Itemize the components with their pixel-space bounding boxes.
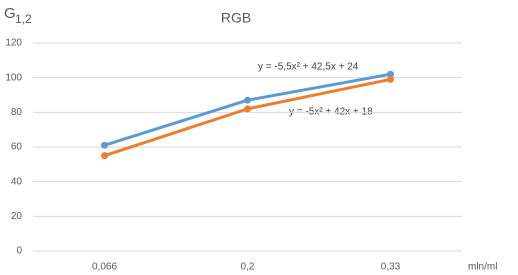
y-tick-label: 0: [16, 246, 22, 257]
x-tick-label: 0,2: [241, 262, 255, 273]
y-axis-label: G: [4, 5, 16, 22]
data-point: [101, 141, 108, 149]
y-tick-label: 120: [5, 38, 22, 49]
trend-equation: y = -5,5x² + 42,5x + 24: [258, 62, 359, 73]
data-point: [101, 152, 108, 160]
y-tick-label: 60: [11, 142, 23, 153]
x-tick-label: 0,33: [381, 262, 401, 273]
x-tick-label: 0,066: [92, 262, 117, 273]
data-point: [244, 105, 251, 113]
data-point: [387, 75, 394, 83]
y-tick-label: 100: [5, 72, 22, 83]
y-tick-label: 20: [11, 211, 23, 222]
y-axis-label-sub: 1,2: [15, 12, 32, 26]
y-tick-label: 80: [11, 107, 23, 118]
data-point: [387, 70, 394, 78]
chart-title: RGB: [221, 10, 251, 26]
y-tick-label: 40: [11, 176, 23, 187]
x-axis-label: mln/ml: [468, 262, 497, 273]
data-point: [244, 96, 251, 104]
